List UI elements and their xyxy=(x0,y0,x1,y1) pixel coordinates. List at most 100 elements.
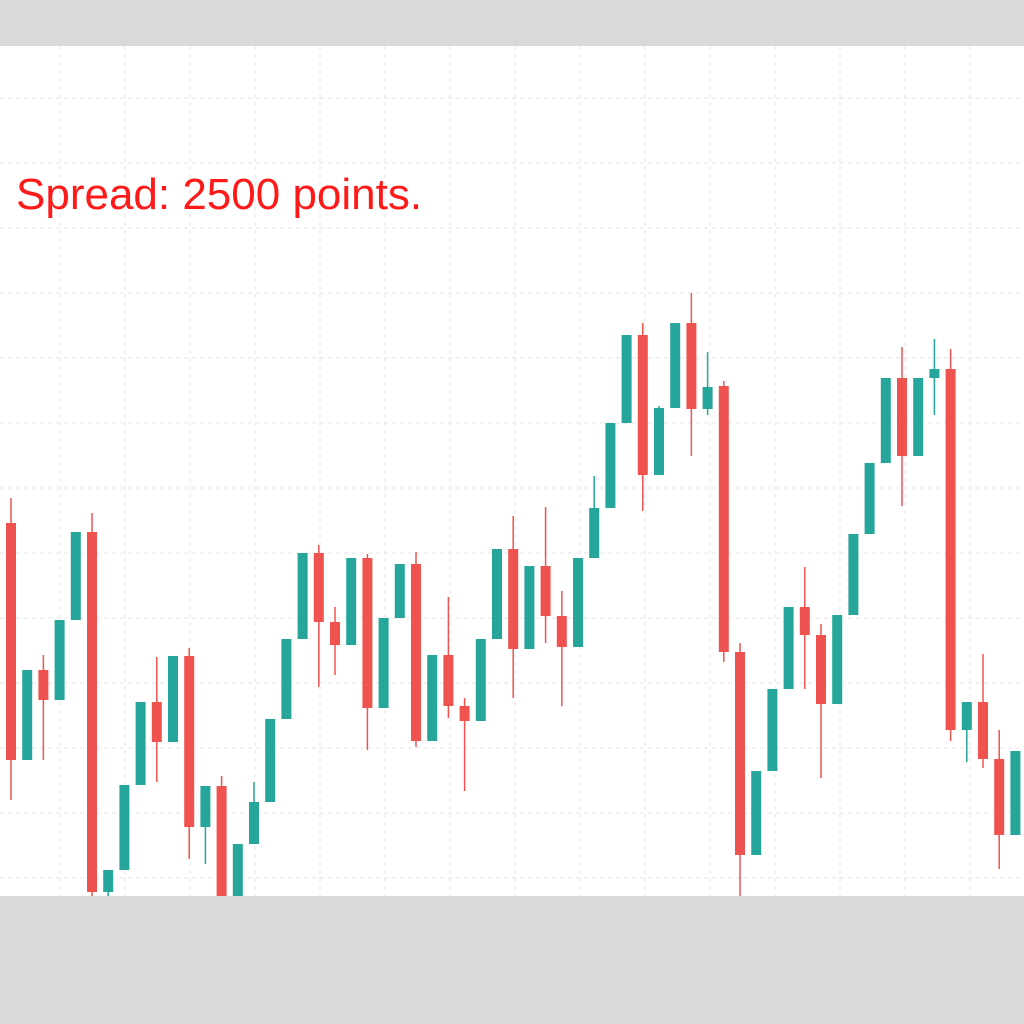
candle xyxy=(670,323,681,408)
candle-body xyxy=(411,564,421,741)
candle xyxy=(540,507,551,643)
candle xyxy=(378,618,389,708)
candle-body xyxy=(443,655,454,706)
candle-body xyxy=(832,615,843,704)
candle-body xyxy=(249,802,259,844)
candle xyxy=(994,730,1005,869)
candle xyxy=(265,719,276,802)
candle xyxy=(654,406,664,475)
candle xyxy=(151,657,162,782)
candle-body xyxy=(38,670,49,700)
candle-body xyxy=(816,635,826,704)
candle-body xyxy=(427,655,438,741)
candle xyxy=(686,293,697,456)
candle xyxy=(119,785,130,870)
candle-body xyxy=(540,566,551,616)
candle-body xyxy=(119,785,130,870)
candle xyxy=(702,352,713,415)
candle xyxy=(735,643,745,896)
candle xyxy=(556,591,567,706)
candle-body xyxy=(897,378,907,456)
candle-body xyxy=(394,564,405,618)
candle-body xyxy=(913,378,924,456)
candle xyxy=(249,782,259,844)
candle xyxy=(70,532,81,620)
candle-body xyxy=(459,706,470,721)
candle-body xyxy=(718,386,729,652)
candle-body xyxy=(978,702,988,759)
candle xyxy=(605,423,616,508)
candle-body xyxy=(378,618,389,708)
candle xyxy=(880,378,891,463)
candle xyxy=(524,566,535,649)
candle xyxy=(313,545,324,687)
candle-body xyxy=(70,532,81,620)
spread-annotation: Spread: 2500 points. xyxy=(16,170,423,219)
candle xyxy=(492,549,502,639)
candle-body xyxy=(103,870,114,892)
candle-body xyxy=(783,607,794,689)
candle xyxy=(589,476,600,558)
candle xyxy=(427,655,438,741)
candle-body xyxy=(735,652,745,855)
candle xyxy=(573,558,583,647)
candle xyxy=(103,870,114,896)
candle xyxy=(346,558,357,645)
candle-body xyxy=(848,534,859,615)
candle-body xyxy=(492,549,502,639)
candle-body xyxy=(654,408,664,475)
candle-body xyxy=(961,702,972,730)
candle-body xyxy=(767,689,778,771)
candle xyxy=(87,513,97,896)
candle-body xyxy=(281,639,292,719)
candle xyxy=(508,516,519,698)
candle-body xyxy=(670,323,681,408)
candle xyxy=(848,534,859,615)
candle xyxy=(394,564,405,618)
candle-body xyxy=(22,670,33,760)
candle-body xyxy=(524,566,535,649)
candle-body xyxy=(6,523,16,760)
candle-body xyxy=(864,463,875,534)
candle-body xyxy=(362,558,373,708)
candle xyxy=(6,498,16,800)
candle-body xyxy=(54,620,65,700)
candle xyxy=(54,620,65,700)
candle-body xyxy=(621,335,632,423)
candle xyxy=(945,349,956,741)
candle-body xyxy=(168,656,178,742)
candle xyxy=(475,639,486,721)
candle xyxy=(751,771,762,855)
candle-body xyxy=(265,719,276,802)
candle-body xyxy=(1010,751,1021,835)
candle-body xyxy=(475,639,486,721)
candle-body xyxy=(637,335,648,475)
candle xyxy=(621,335,632,423)
candle-body xyxy=(87,532,97,892)
candle xyxy=(929,339,940,415)
candle-body xyxy=(994,759,1005,835)
candlestick-chart xyxy=(0,46,1024,896)
candle-series xyxy=(6,293,1021,896)
candle-body xyxy=(573,558,583,647)
candle xyxy=(38,655,49,760)
candle xyxy=(767,689,778,771)
candle-body xyxy=(330,622,340,645)
candle-body xyxy=(945,369,956,730)
candle xyxy=(168,656,178,742)
candle xyxy=(961,702,972,762)
candle xyxy=(816,624,826,778)
candle xyxy=(184,648,195,859)
candle-body xyxy=(151,702,162,742)
candle-body xyxy=(605,423,616,508)
candle-body xyxy=(589,508,600,558)
candle-body xyxy=(508,549,519,649)
candle xyxy=(411,552,421,747)
candle-body xyxy=(880,378,891,463)
candle-body xyxy=(556,616,567,647)
candle-body xyxy=(751,771,762,855)
candle xyxy=(864,463,875,534)
candle xyxy=(22,670,33,760)
candle xyxy=(443,597,454,718)
candle xyxy=(216,776,227,896)
